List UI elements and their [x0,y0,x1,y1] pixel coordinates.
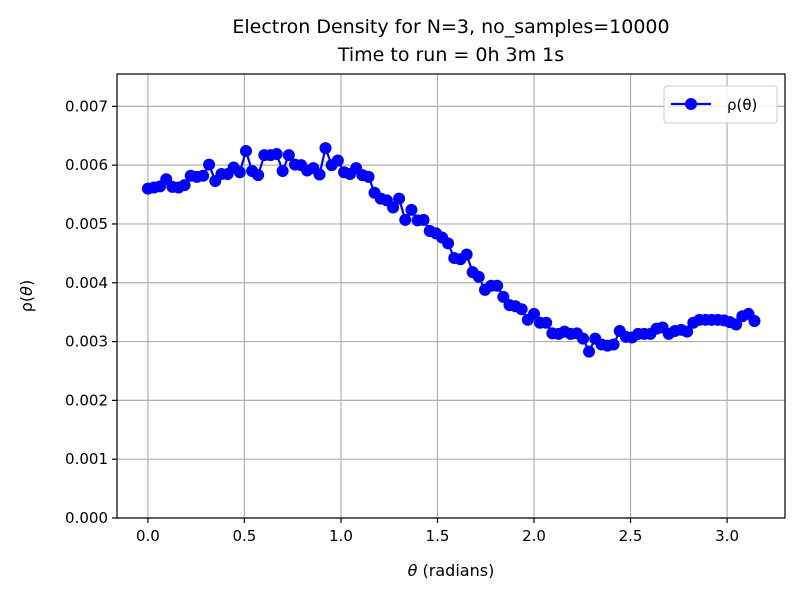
data-point [577,332,590,345]
y-tick-label: 0.003 [65,333,108,351]
x-axis-label: θ (radians) [408,561,495,580]
data-point [276,165,289,178]
x-tick-label: 1.5 [426,527,450,545]
data-point [270,147,283,160]
data-point [472,270,485,283]
data-point [540,316,553,329]
y-tick-label: 0.002 [65,391,108,409]
data-point [203,158,216,171]
data-point [233,166,246,179]
legend-box [663,85,778,124]
x-tick-label: 2.0 [522,527,546,545]
legend: ρ(θ) [663,85,778,124]
data-point [528,307,541,320]
data-point [491,279,504,292]
axis-ticks: 0.0 0.5 1.0 1.5 2.0 2.5 3.0 0.000 0.001 0.002 0.00… [65,97,739,545]
series-rho-theta [141,142,761,358]
data-point [313,168,326,181]
x-tick-label: 1.0 [329,527,353,545]
x-tick-label: 3.0 [715,527,739,545]
y-tick-label: 0.000 [65,509,108,527]
data-point [393,192,406,205]
data-point [460,248,473,261]
y-tick-label: 0.001 [65,450,108,468]
x-tick-label: 0.5 [232,527,256,545]
data-point [405,203,418,216]
data-point [607,338,620,351]
y-tick-label: 0.004 [65,274,108,292]
legend-marker [685,98,697,110]
data-point [239,145,252,158]
y-tick-label: 0.005 [65,215,108,233]
data-point [178,179,191,192]
data-point [442,237,455,250]
y-axis-label-symbol: θ [17,286,36,296]
chart-title: Electron Density for N=3, no_samples=100… [232,16,669,38]
data-point [417,213,430,226]
chart-subtitle: Time to run = 0h 3m 1s [337,44,564,66]
series-line [147,147,756,353]
y-tick-label: 0.006 [65,156,108,174]
data-point [197,169,210,182]
data-point [362,170,375,183]
data-point [252,169,265,182]
x-axis-label-text: (radians) [417,561,494,580]
x-axis-label-symbol: θ [408,561,418,580]
data-point [399,213,412,226]
data-point [497,290,510,303]
data-point [748,314,761,327]
data-point [515,303,528,316]
grid [117,74,785,519]
x-tick-label: 2.5 [619,527,643,545]
y-axis-label: ρ(θ) [17,280,36,312]
y-axis-label-suffix: ) [17,280,36,286]
data-point [387,201,400,214]
legend-label: ρ(θ) [727,96,757,114]
y-tick-label: 0.007 [65,97,108,115]
plot-frame [116,73,786,519]
y-axis-label-prefix: ρ( [17,296,36,312]
data-point [730,318,743,331]
x-tick-label: 0.0 [136,527,160,545]
data-point [583,345,596,358]
data-point [282,149,295,162]
data-point [319,142,332,155]
data-point [331,154,344,167]
data-point [681,325,694,338]
